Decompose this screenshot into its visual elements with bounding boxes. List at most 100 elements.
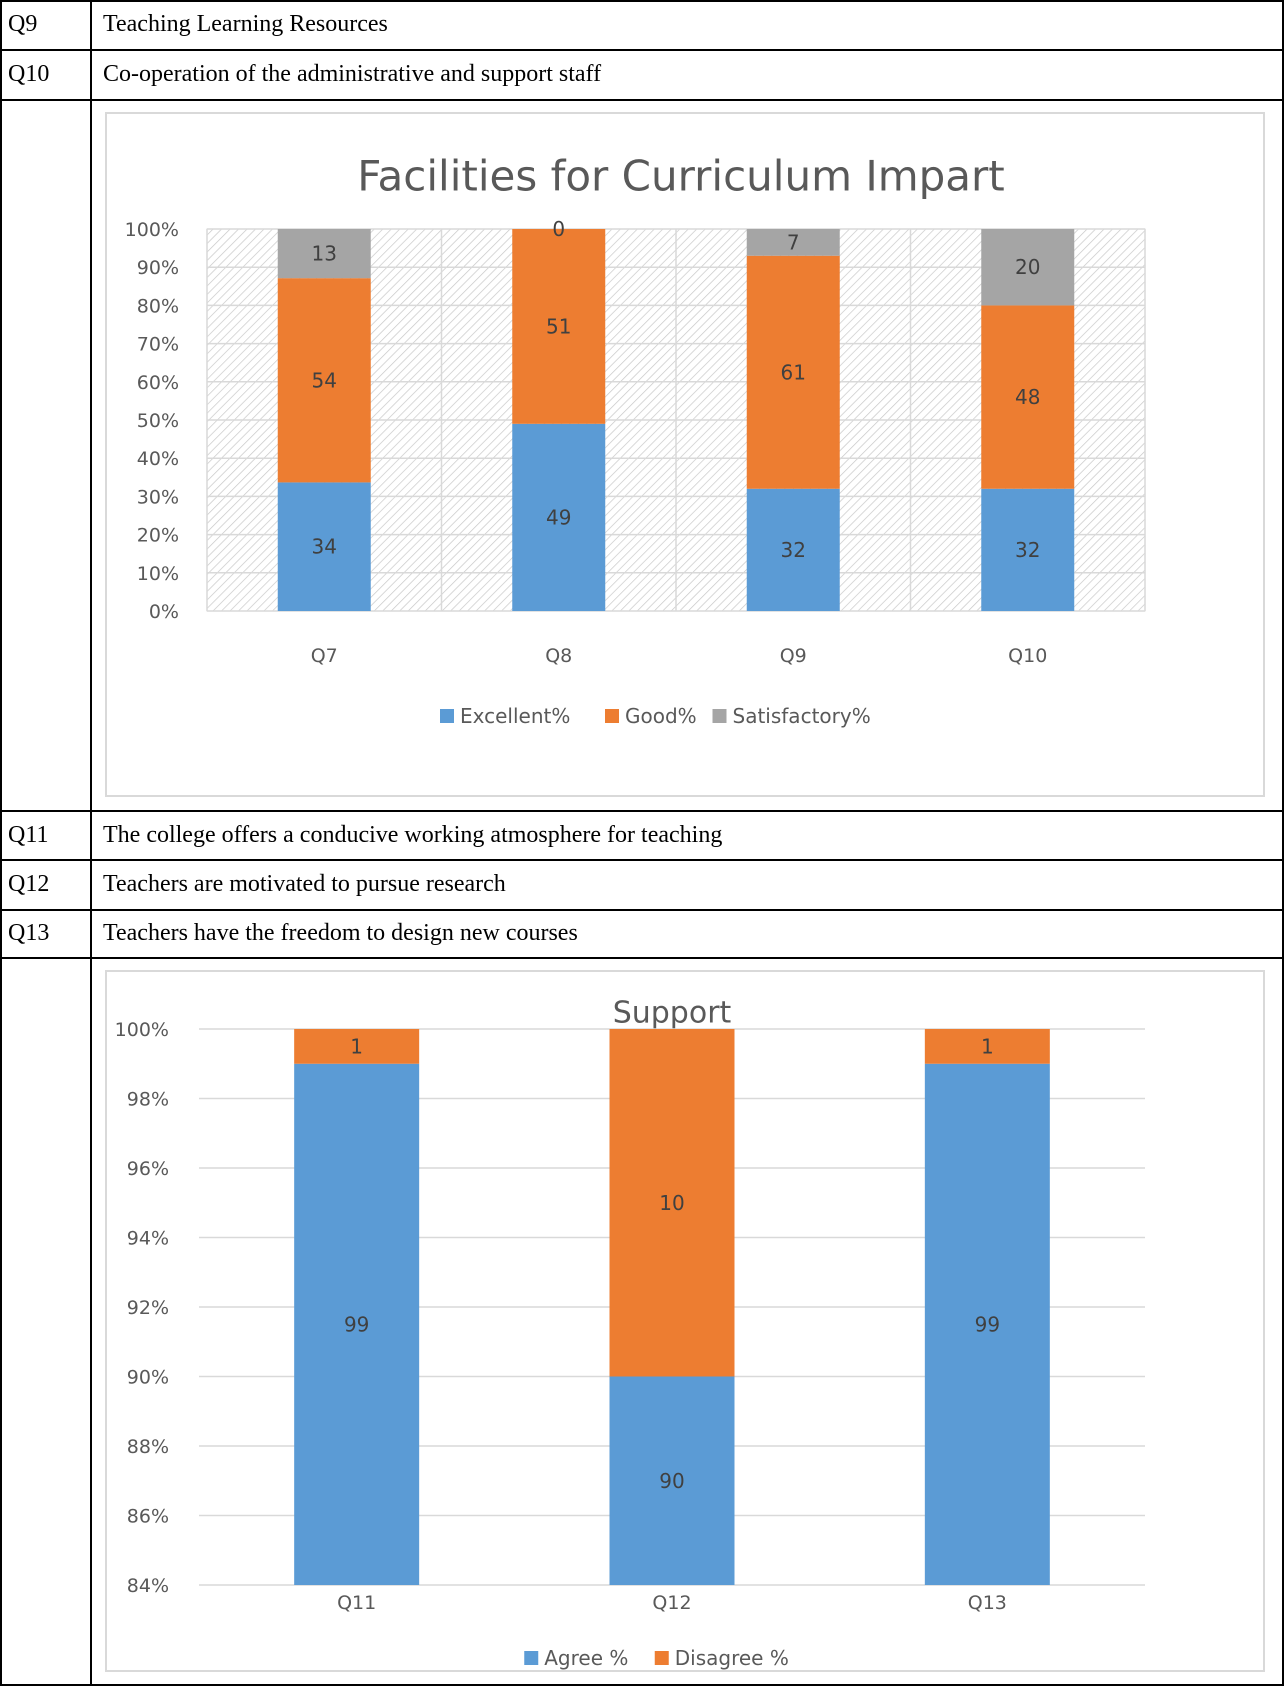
bar-segment [512, 229, 606, 424]
x-tick-label: Q9 [780, 645, 807, 667]
data-label: 1 [350, 1034, 363, 1058]
bar-segment [746, 229, 840, 256]
data-label: 7 [787, 230, 800, 254]
table-rule [0, 0, 1284, 2]
data-label: 99 [975, 1312, 1000, 1336]
support-chart-svg: Support 84% 86% 88% 90% 92% 94% 96% 98% 100% 99 1 Q1… [115, 996, 1145, 1670]
y-tick-label: 60% [137, 372, 179, 394]
data-label: 90 [659, 1469, 684, 1493]
bar-segment [294, 1063, 420, 1585]
x-tick-label: Q11 [337, 1592, 376, 1614]
y-tick-label: 90% [137, 257, 179, 279]
legend-swatch [605, 709, 619, 723]
y-tick-label: 90% [127, 1367, 169, 1389]
y-tick-label: 50% [137, 410, 179, 432]
bar-segment [277, 278, 371, 483]
data-label: 54 [312, 368, 337, 392]
data-label: 13 [312, 242, 337, 266]
table-rule [0, 49, 1284, 51]
x-tick-label: Q8 [545, 645, 572, 667]
bar-segment [981, 229, 1075, 306]
question-text: The college offers a conducive working a… [103, 822, 723, 848]
question-number: Q12 [8, 871, 50, 897]
question-text: Teachers have the freedom to design new … [103, 920, 578, 946]
x-tick-label: Q13 [968, 1592, 1007, 1614]
table-rule [0, 810, 1284, 812]
question-text: Teachers are motivated to pursue researc… [103, 871, 506, 897]
legend-label: Excellent% [460, 704, 570, 728]
data-label: 20 [1015, 255, 1040, 279]
legend-label: Disagree % [675, 1646, 789, 1670]
table-rule [0, 957, 1284, 959]
chart-title: Facilities for Curriculum Impart [357, 152, 1005, 201]
bar-segment [294, 1029, 420, 1064]
y-tick-label: 86% [127, 1506, 169, 1528]
question-number: Q13 [8, 920, 50, 946]
x-tick-label: Q10 [1008, 645, 1047, 667]
question-text: Teaching Learning Resources [103, 11, 388, 37]
bar-segment [609, 1376, 735, 1585]
y-tick-label: 94% [127, 1228, 169, 1250]
bar-segment [981, 488, 1075, 611]
data-label: 32 [1015, 538, 1040, 562]
y-tick-label: 96% [127, 1158, 169, 1180]
bar-segment [512, 423, 606, 611]
table-rule [0, 0, 2, 1686]
data-label: 1 [981, 1034, 994, 1058]
data-label: 32 [781, 538, 806, 562]
y-tick-label: 88% [127, 1436, 169, 1458]
y-tick-label: 20% [137, 525, 179, 547]
question-number: Q11 [8, 822, 49, 848]
table-rule [0, 1684, 1284, 1686]
facilities-chart-svg: Facilities for Curriculum Impart 0% 10% 20%… [125, 152, 1146, 728]
y-tick-label: 98% [127, 1089, 169, 1111]
data-label: 10 [659, 1191, 684, 1215]
y-tick-label: 30% [137, 486, 179, 508]
legend-label: Good% [625, 704, 697, 728]
question-number: Q9 [8, 11, 38, 37]
y-tick-label: 10% [137, 563, 179, 585]
data-label: 99 [344, 1312, 369, 1336]
data-label: 34 [312, 535, 337, 559]
table-rule [0, 859, 1284, 861]
bar-segment [277, 482, 371, 611]
bar-segment [746, 488, 840, 611]
x-tick-label: Q12 [652, 1592, 691, 1614]
y-tick-label: 70% [137, 334, 179, 356]
chart-facilities: Facilities for Curriculum Impart 0% 10% 20%… [105, 112, 1265, 797]
y-tick-label: 40% [137, 448, 179, 470]
legend-swatch [524, 1651, 539, 1665]
y-tick-label: 84% [127, 1575, 169, 1597]
bar-segment [609, 1029, 735, 1377]
bar-segment [981, 305, 1075, 489]
chart-title: Support [613, 996, 732, 1031]
table-rule [0, 99, 1284, 101]
legend-swatch [440, 709, 454, 723]
y-tick-label: 100% [125, 219, 179, 241]
x-tick-label: Q7 [311, 645, 338, 667]
data-label: 49 [546, 505, 571, 529]
table-rule [1282, 0, 1284, 1686]
y-tick-label: 100% [115, 1019, 169, 1041]
y-tick-label: 92% [127, 1297, 169, 1319]
table-rule [90, 0, 92, 1686]
legend-swatch [712, 709, 727, 723]
y-tick-label: 0% [149, 601, 179, 623]
bar-segment [924, 1063, 1050, 1585]
bar-segment [924, 1029, 1050, 1064]
y-tick-label: 80% [137, 295, 179, 317]
data-label: 61 [781, 360, 806, 384]
data-label: 0 [552, 217, 565, 241]
data-label: 51 [546, 314, 571, 338]
table-rule [0, 909, 1284, 911]
legend-label: Agree % [544, 1646, 628, 1670]
chart-support: Support 84% 86% 88% 90% 92% 94% 96% 98% 100% 99 1 Q1… [105, 970, 1265, 1672]
bar-segment [746, 255, 840, 489]
legend-label: Satisfactory% [733, 704, 871, 728]
question-number: Q10 [8, 61, 50, 87]
legend-swatch [654, 1651, 669, 1665]
bar-segment [277, 229, 371, 279]
data-label: 48 [1015, 385, 1040, 409]
question-text: Co-operation of the administrative and s… [103, 61, 602, 87]
